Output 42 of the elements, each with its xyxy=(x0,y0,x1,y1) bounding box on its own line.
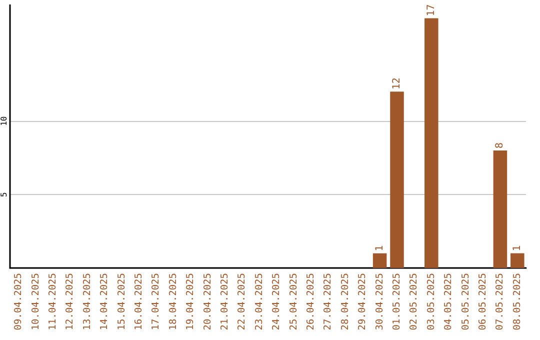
x-tick-label: 11.04.2025 xyxy=(48,273,58,330)
x-tick-label: 08.05.2025 xyxy=(512,273,523,330)
x-tick-label: 29.04.2025 xyxy=(357,273,368,330)
bar xyxy=(510,253,524,268)
bar xyxy=(424,18,438,268)
data-label: 8 xyxy=(494,142,506,148)
x-tick-label: 28.04.2025 xyxy=(340,273,351,330)
x-tick-label: 10.04.2025 xyxy=(30,273,42,330)
x-tick-label: 09.04.2025 xyxy=(13,273,24,330)
data-label: 12 xyxy=(392,78,402,90)
x-tick-label: 24.04.2025 xyxy=(271,273,282,330)
x-tick-label: 04.05.2025 xyxy=(443,273,454,330)
x-tick-label: 02.05.2025 xyxy=(408,273,420,330)
bar xyxy=(372,253,387,268)
x-tick-label: 22.04.2025 xyxy=(236,273,248,330)
bar xyxy=(390,92,404,268)
y-tick-label: 10 xyxy=(0,116,8,126)
x-tick-label: 25.04.2025 xyxy=(288,273,300,330)
x-tick-label: 13.04.2025 xyxy=(82,273,93,330)
data-label: 1 xyxy=(512,245,523,252)
x-tick-label: 26.04.2025 xyxy=(306,273,316,330)
x-tick-label: 20.04.2025 xyxy=(202,273,214,330)
x-tick-label: 12.04.2025 xyxy=(64,273,76,330)
x-tick-label: 16.04.2025 xyxy=(134,273,144,330)
x-tick-label: 23.04.2025 xyxy=(254,273,265,330)
x-tick-label: 18.04.2025 xyxy=(168,273,179,330)
x-tick-label: 14.04.2025 xyxy=(99,273,110,330)
data-label: 17 xyxy=(426,4,437,16)
x-tick-label: 07.05.2025 xyxy=(494,273,506,330)
x-tick-label: 19.04.2025 xyxy=(185,273,196,330)
x-tick-label: 15.04.2025 xyxy=(116,273,128,330)
x-tick-label: 06.05.2025 xyxy=(478,273,488,330)
data-label: 1 xyxy=(374,245,386,252)
y-tick-label: 5 xyxy=(0,192,8,197)
x-tick-label: 30.04.2025 xyxy=(374,273,386,330)
x-tick-label: 27.04.2025 xyxy=(322,273,334,330)
x-tick-label: 21.04.2025 xyxy=(220,273,230,330)
x-tick-label: 03.05.2025 xyxy=(426,273,437,330)
x-tick-label: 05.05.2025 xyxy=(460,273,472,330)
x-tick-label: 17.04.2025 xyxy=(150,273,162,330)
bar xyxy=(493,150,508,268)
x-tick-label: 01.05.2025 xyxy=(392,273,402,330)
